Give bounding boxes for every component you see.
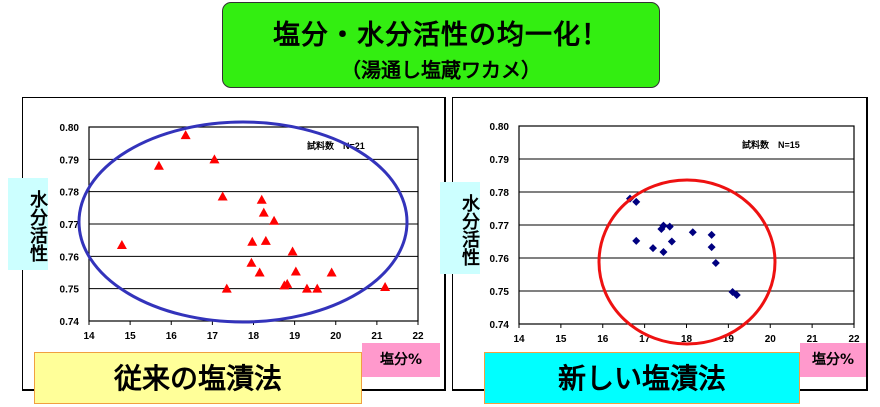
right-chart-panel: 0.74 0.75 0.76 0.77 0.78 0.79 0.80 14 15 16 17 18 19… [452, 97, 868, 391]
right-x-axis-label: 塩分% [800, 343, 866, 377]
data-point-diamond [632, 236, 641, 245]
y-tick-label: 0.78 [490, 188, 510, 199]
data-point-triangle [209, 154, 220, 164]
title-box: 塩分・水分活性の均一化！ （湯通し塩蔵ワカメ） [222, 2, 660, 88]
y-tick-label: 0.78 [60, 188, 80, 199]
right-scatter-chart: 0.74 0.75 0.76 0.77 0.78 0.79 0.80 14 15 16 17 18 19… [490, 122, 860, 346]
data-point-triangle [258, 207, 269, 217]
y-tick-label: 0.77 [490, 221, 510, 232]
new-method-label: 新しい塩漬法 [484, 352, 800, 404]
x-tick-label: 17 [207, 331, 219, 342]
data-point-triangle [221, 283, 232, 293]
y-tick-label: 0.74 [60, 317, 80, 328]
left-x-axis-label: 塩分% [362, 343, 440, 377]
data-point-diamond [649, 244, 657, 253]
sample-count-annotation: 試料数 N=21 [307, 140, 365, 151]
data-point-triangle [246, 257, 257, 267]
sample-count-annotation: 試料数 N=15 [742, 139, 800, 150]
x-tick-label: 16 [166, 331, 178, 342]
data-point-triangle [326, 267, 337, 277]
left-scatter-chart: 0.74 0.75 0.76 0.77 0.78 0.79 0.80 14 15 16 17 18 19… [60, 120, 424, 342]
x-tick-label: 19 [289, 331, 301, 342]
data-point-triangle [312, 283, 323, 293]
data-point-diamond [707, 230, 716, 239]
data-point-diamond [732, 290, 741, 299]
data-point-diamond [659, 248, 668, 257]
data-point-triangle [180, 130, 191, 140]
x-tick-label: 18 [248, 331, 260, 342]
data-point-diamond [665, 222, 674, 231]
data-point-diamond [711, 258, 720, 267]
right-y-axis-label: 水分活性 [440, 182, 480, 274]
data-point-triangle [153, 160, 164, 170]
data-point-triangle [282, 278, 293, 288]
x-tick-label: 15 [125, 331, 137, 342]
y-tick-label: 0.76 [490, 254, 510, 265]
data-point-triangle [287, 246, 298, 256]
plot-area [518, 125, 855, 325]
highlight-ellipse [77, 120, 409, 324]
data-point-triangle [247, 236, 258, 246]
x-tick-label: 15 [555, 334, 567, 345]
data-point-diamond [667, 237, 676, 246]
data-point-triangle [290, 266, 301, 276]
data-point-diamond [657, 224, 666, 233]
x-tick-label: 19 [723, 334, 735, 345]
y-tick-label: 0.79 [490, 155, 510, 166]
data-point-triangle [116, 240, 127, 250]
left-chart-panel: 0.74 0.75 0.76 0.77 0.78 0.79 0.80 14 15 16 17 18 19… [22, 97, 446, 391]
highlight-ellipse [597, 178, 777, 346]
y-tick-label: 0.80 [490, 122, 510, 133]
left-y-axis-label: 水分活性 [8, 178, 48, 270]
main-title: 塩分・水分活性の均一化！ [273, 20, 609, 51]
data-point-triangle [380, 282, 391, 292]
x-tick-label: 20 [330, 331, 342, 342]
data-point-triangle [254, 267, 265, 277]
data-point-diamond [659, 221, 668, 230]
x-tick-label: 14 [513, 334, 525, 345]
data-point-triangle [301, 283, 312, 293]
y-tick-label: 0.77 [60, 220, 80, 231]
sub-title: （湯通し塩蔵ワカメ） [341, 58, 541, 82]
data-point-diamond [707, 243, 716, 252]
x-tick-label: 20 [765, 334, 777, 345]
data-point-triangle [256, 194, 267, 204]
data-point-triangle [260, 235, 271, 245]
x-tick-label: 17 [639, 334, 651, 345]
y-tick-label: 0.79 [60, 155, 80, 166]
data-point-triangle [269, 215, 280, 225]
x-tick-label: 18 [681, 334, 693, 345]
data-point-diamond [632, 197, 641, 206]
y-tick-label: 0.80 [60, 123, 80, 134]
y-tick-label: 0.75 [60, 285, 80, 296]
x-tick-label: 21 [807, 334, 819, 345]
y-tick-label: 0.74 [490, 320, 510, 331]
data-point-diamond [688, 228, 697, 237]
x-tick-label: 14 [83, 331, 95, 342]
data-point-triangle [217, 191, 228, 201]
x-tick-label: 22 [412, 331, 424, 342]
x-tick-label: 16 [597, 334, 609, 345]
x-tick-label: 21 [371, 331, 383, 342]
y-tick-label: 0.75 [490, 287, 510, 298]
conventional-method-label: 従来の塩漬法 [34, 352, 362, 404]
x-tick-label: 22 [848, 334, 860, 345]
y-tick-label: 0.76 [60, 252, 80, 263]
